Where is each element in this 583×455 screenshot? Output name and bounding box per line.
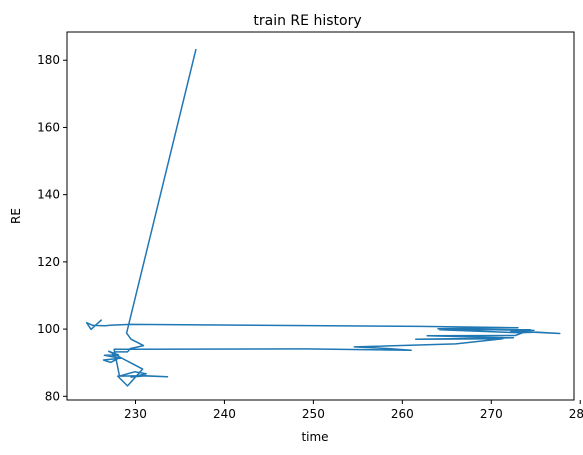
- x-tick-label: 280: [569, 407, 583, 421]
- y-tick-label: 140: [37, 188, 60, 202]
- chart-title: train RE history: [253, 13, 361, 29]
- x-axis: 230 240 250 260 270 280: [124, 400, 583, 421]
- series-line-0: [85, 48, 561, 387]
- plot-frame: [66, 31, 575, 401]
- x-tick-label: 260: [391, 407, 414, 421]
- y-tick-label: 100: [37, 322, 60, 336]
- x-tick-label: 230: [124, 407, 147, 421]
- y-tick-label: 80: [45, 389, 60, 403]
- y-tick-label: 180: [37, 53, 60, 67]
- x-tick-label: 270: [480, 407, 503, 421]
- x-tick-label: 240: [213, 407, 236, 421]
- y-tick-label: 160: [37, 120, 60, 134]
- x-axis-label: time: [301, 430, 328, 444]
- x-tick-label: 250: [302, 407, 325, 421]
- y-axis: 80 100 120 140 160 180: [37, 53, 67, 403]
- plot-area: [85, 48, 561, 387]
- y-tick-label: 120: [37, 255, 60, 269]
- y-axis-label: RE: [9, 208, 23, 224]
